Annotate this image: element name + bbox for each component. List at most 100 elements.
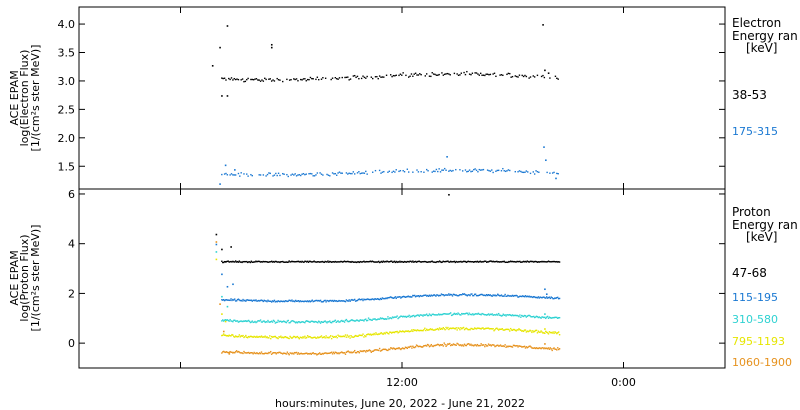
data-point: [317, 353, 319, 355]
data-point: [342, 300, 345, 302]
data-point: [403, 347, 406, 350]
data-point: [545, 330, 547, 333]
data-point: [331, 335, 334, 338]
data-point: [509, 330, 511, 332]
data-point: [433, 344, 435, 347]
data-point: [525, 346, 528, 348]
data-point: [505, 346, 507, 348]
proton-series-1060-1900: [215, 241, 561, 356]
data-point: [295, 78, 298, 80]
data-point: [248, 261, 251, 263]
data-point: [409, 330, 411, 333]
data-point: [406, 168, 409, 170]
data-point: [516, 329, 518, 331]
data-point: [481, 293, 483, 296]
data-point: [492, 171, 494, 174]
data-point: [241, 335, 243, 338]
data-point: [238, 260, 241, 262]
data-point: [228, 320, 230, 322]
data-point: [332, 261, 335, 263]
data-point: [316, 76, 319, 78]
data-point: [334, 172, 337, 175]
data-point: [308, 260, 311, 263]
data-point: [222, 77, 224, 80]
proton-ylabel-3: [1/(cm²s ster MeV)]: [29, 225, 42, 332]
data-point: [399, 169, 402, 172]
data-point-spike: [215, 251, 218, 253]
data-point: [416, 260, 419, 263]
data-point: [485, 327, 487, 330]
data-point: [347, 320, 349, 323]
data-point: [440, 261, 443, 264]
data-point: [359, 172, 361, 175]
data-point: [336, 320, 338, 323]
data-point-spike: [544, 69, 546, 72]
data-point: [367, 333, 370, 335]
data-point: [525, 75, 528, 78]
data-point: [503, 314, 505, 317]
data-point: [276, 337, 278, 339]
data-point: [456, 313, 458, 316]
data-point: [279, 300, 281, 303]
data-point: [449, 342, 451, 345]
data-point: [389, 331, 391, 333]
data-point: [558, 297, 561, 300]
data-point: [446, 294, 448, 296]
data-point: [221, 320, 223, 322]
data-point: [268, 172, 270, 174]
data-point: [394, 316, 397, 318]
data-point: [454, 294, 457, 296]
data-point: [337, 261, 339, 263]
data-point: [423, 294, 425, 297]
data-point: [362, 333, 364, 335]
data-point-spike: [224, 261, 227, 263]
data-point: [505, 261, 507, 263]
data-point: [463, 71, 465, 74]
data-point: [280, 300, 282, 302]
data-point: [439, 171, 442, 173]
data-point: [286, 320, 289, 322]
data-point: [425, 313, 428, 315]
data-point: [491, 328, 493, 330]
data-point: [473, 294, 475, 297]
data-point: [509, 314, 512, 316]
data-point: [403, 260, 406, 263]
data-point: [262, 260, 265, 263]
data-point: [330, 78, 332, 81]
data-point: [485, 293, 488, 296]
data-point: [330, 300, 333, 302]
data-point: [334, 260, 337, 263]
data-point: [550, 331, 552, 334]
data-point: [479, 344, 481, 347]
data-point: [437, 260, 439, 263]
data-point: [235, 261, 238, 263]
data-point: [539, 316, 541, 319]
data-point: [473, 168, 475, 171]
data-point: [507, 261, 509, 264]
data-point: [346, 350, 349, 353]
data-point: [222, 319, 224, 321]
data-point: [400, 348, 402, 351]
data-point: [409, 75, 411, 77]
data-point: [385, 74, 388, 76]
data-point: [412, 171, 414, 173]
data-point: [539, 331, 541, 333]
data-point: [322, 76, 324, 79]
data-point: [541, 331, 543, 333]
data-point: [558, 261, 561, 263]
data-point-spike: [224, 320, 227, 323]
data-point: [340, 320, 342, 322]
data-point: [518, 296, 520, 298]
data-point: [221, 299, 223, 301]
data-point: [532, 296, 534, 299]
data-point: [243, 336, 245, 339]
data-point: [251, 336, 253, 338]
data-point: [434, 294, 436, 297]
data-point: [243, 173, 245, 175]
data-point: [425, 329, 427, 332]
data-point: [508, 314, 510, 316]
data-point: [373, 261, 375, 263]
data-point: [525, 295, 528, 298]
data-point: [536, 316, 539, 318]
data-point: [257, 300, 259, 302]
